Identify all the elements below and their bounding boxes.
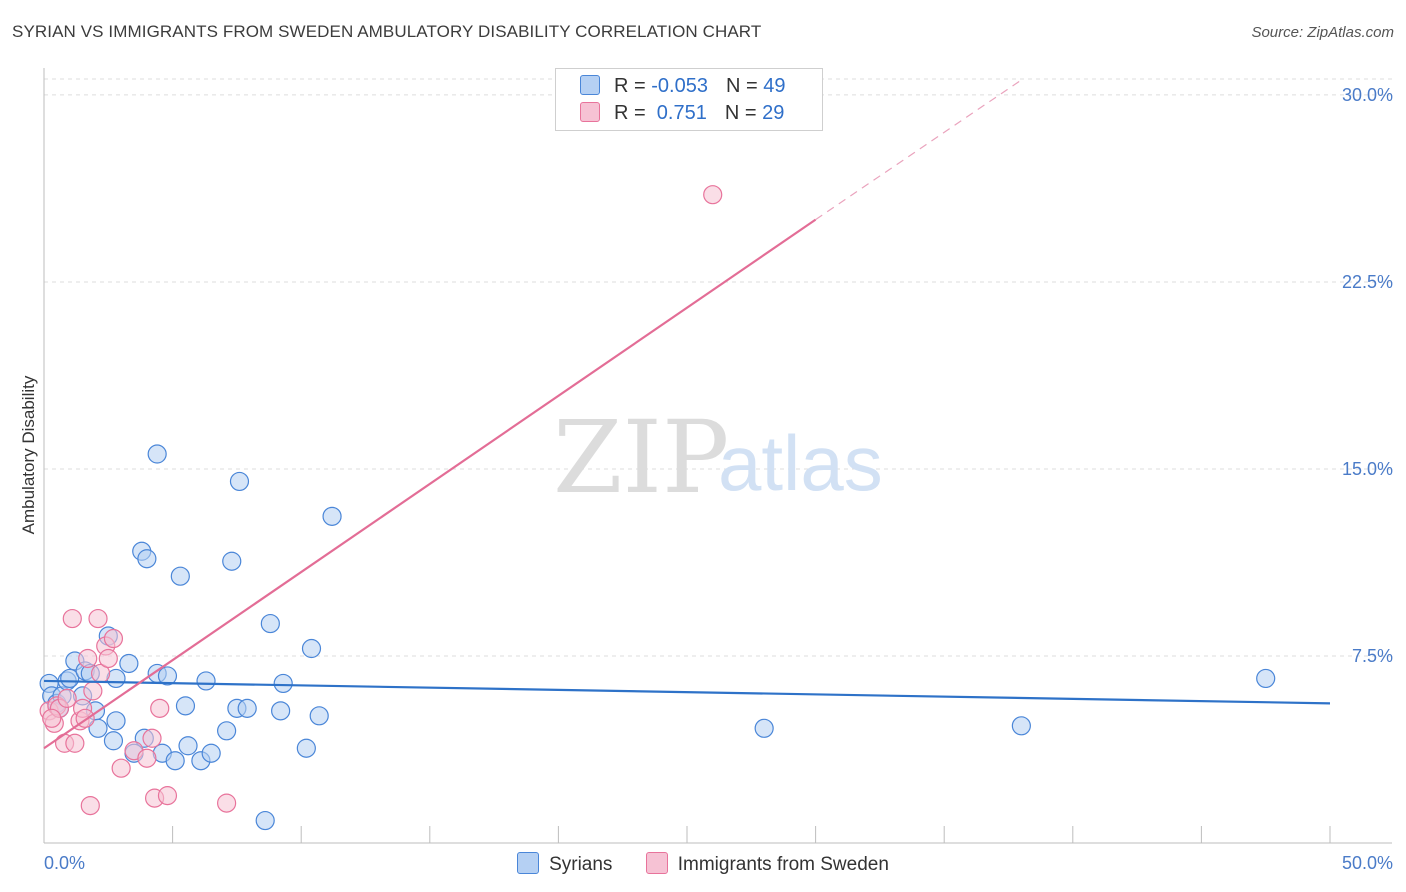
legend-swatch-sweden	[580, 102, 600, 122]
sweden-trend-line	[43, 218, 817, 750]
syrian-point	[170, 566, 190, 586]
watermark-atlas: atlas	[718, 419, 883, 507]
sweden-point	[80, 795, 100, 816]
sweden-point	[57, 688, 77, 708]
watermark: ZIP atlas	[553, 399, 883, 516]
chart-title: SYRIAN VS IMMIGRANTS FROM SWEDEN AMBULAT…	[12, 22, 762, 41]
legend-r-value: -0.053	[651, 75, 708, 97]
sweden-point	[98, 648, 118, 669]
legend-swatch-syrians	[517, 852, 540, 874]
syrian-point	[147, 444, 167, 464]
syrian-point	[301, 638, 322, 659]
series-sweden-points	[39, 185, 723, 816]
sweden-point	[142, 728, 162, 748]
y-axis-label: Ambulatory Disability	[19, 375, 38, 534]
syrian-point	[237, 698, 257, 718]
sweden-point	[65, 733, 85, 753]
legend-r-label: R =	[614, 102, 652, 124]
x-tick-label: 0.0%	[44, 853, 85, 873]
x-tick-label: 50.0%	[1342, 853, 1393, 873]
syrian-point	[175, 696, 196, 716]
legend-n-label: N =	[724, 102, 763, 124]
syrian-point	[119, 653, 139, 674]
x-tick-labels: 0.0% 50.0%	[44, 853, 1393, 873]
y-tick-label: 15.0%	[1342, 459, 1393, 479]
y-tick-label: 22.5%	[1342, 272, 1393, 292]
trend-lines	[43, 79, 1331, 750]
syrian-point	[754, 718, 774, 738]
legend-label-sweden: Immigrants from Sweden	[677, 854, 889, 875]
syrian-point	[137, 549, 157, 569]
legend-r-value: 0.751	[651, 102, 707, 124]
syrian-point	[178, 736, 198, 756]
y-tick-labels: 7.5% 15.0% 22.5% 30.0%	[1342, 85, 1393, 666]
sweden-point	[150, 698, 170, 718]
series-legend: Syrians Immigrants from Sweden	[0, 852, 1406, 876]
syrian-point	[296, 738, 316, 758]
sweden-point	[42, 708, 62, 728]
legend-row-syrians: R = -0.053 N = 49	[580, 75, 785, 99]
sweden-point	[217, 793, 237, 813]
sweden-point	[83, 681, 103, 701]
syrian-point	[260, 613, 280, 634]
syrian-point	[165, 751, 185, 771]
syrian-point	[273, 673, 293, 694]
legend-item-syrians: Syrians	[517, 852, 612, 876]
syrian-point	[106, 711, 126, 731]
syrian-point	[60, 668, 80, 689]
legend-n-value: 49	[763, 75, 786, 97]
sweden-trend-extension	[815, 79, 1022, 221]
syrian-point	[217, 721, 237, 741]
y-tick-label: 7.5%	[1352, 646, 1393, 666]
legend-label-syrians: Syrians	[549, 854, 613, 875]
sweden-point	[88, 608, 108, 629]
syrian-point	[322, 506, 342, 526]
series-syrians-points	[39, 444, 1276, 831]
syrian-point	[1011, 716, 1031, 736]
syrian-point	[103, 731, 124, 751]
syrian-point	[309, 706, 329, 726]
watermark-zip: ZIP	[553, 399, 729, 516]
legend-swatch-syrians	[580, 75, 600, 95]
syrian-point	[255, 810, 275, 831]
sweden-point	[78, 648, 98, 669]
correlation-legend: R = -0.053 N = 49 R = 0.751 N = 29	[555, 68, 823, 131]
syrian-point	[201, 743, 221, 763]
sweden-point	[703, 185, 723, 205]
sweden-point	[62, 608, 82, 629]
syrian-point	[196, 671, 216, 691]
legend-n-value: 29	[762, 102, 785, 124]
legend-swatch-sweden	[645, 852, 668, 874]
syrian-point	[271, 701, 291, 721]
legend-r-label: R =	[614, 75, 652, 97]
sweden-point	[157, 786, 178, 806]
syrian-point	[1256, 668, 1276, 689]
gridlines	[44, 78, 1392, 657]
sweden-point	[111, 758, 131, 778]
syrians-trend-line	[43, 679, 1331, 705]
source-credit: Source: ZipAtlas.com	[1251, 24, 1394, 41]
y-tick-label: 30.0%	[1342, 85, 1393, 105]
sweden-point	[137, 748, 157, 768]
sweden-point	[103, 628, 124, 649]
syrian-point	[157, 666, 178, 686]
syrian-point	[222, 551, 242, 571]
syrian-point	[229, 471, 250, 492]
syrian-point	[88, 718, 108, 738]
legend-n-label: N =	[725, 75, 764, 97]
legend-item-sweden: Immigrants from Sweden	[645, 852, 889, 876]
legend-row-sweden: R = 0.751 N = 29	[580, 102, 784, 126]
